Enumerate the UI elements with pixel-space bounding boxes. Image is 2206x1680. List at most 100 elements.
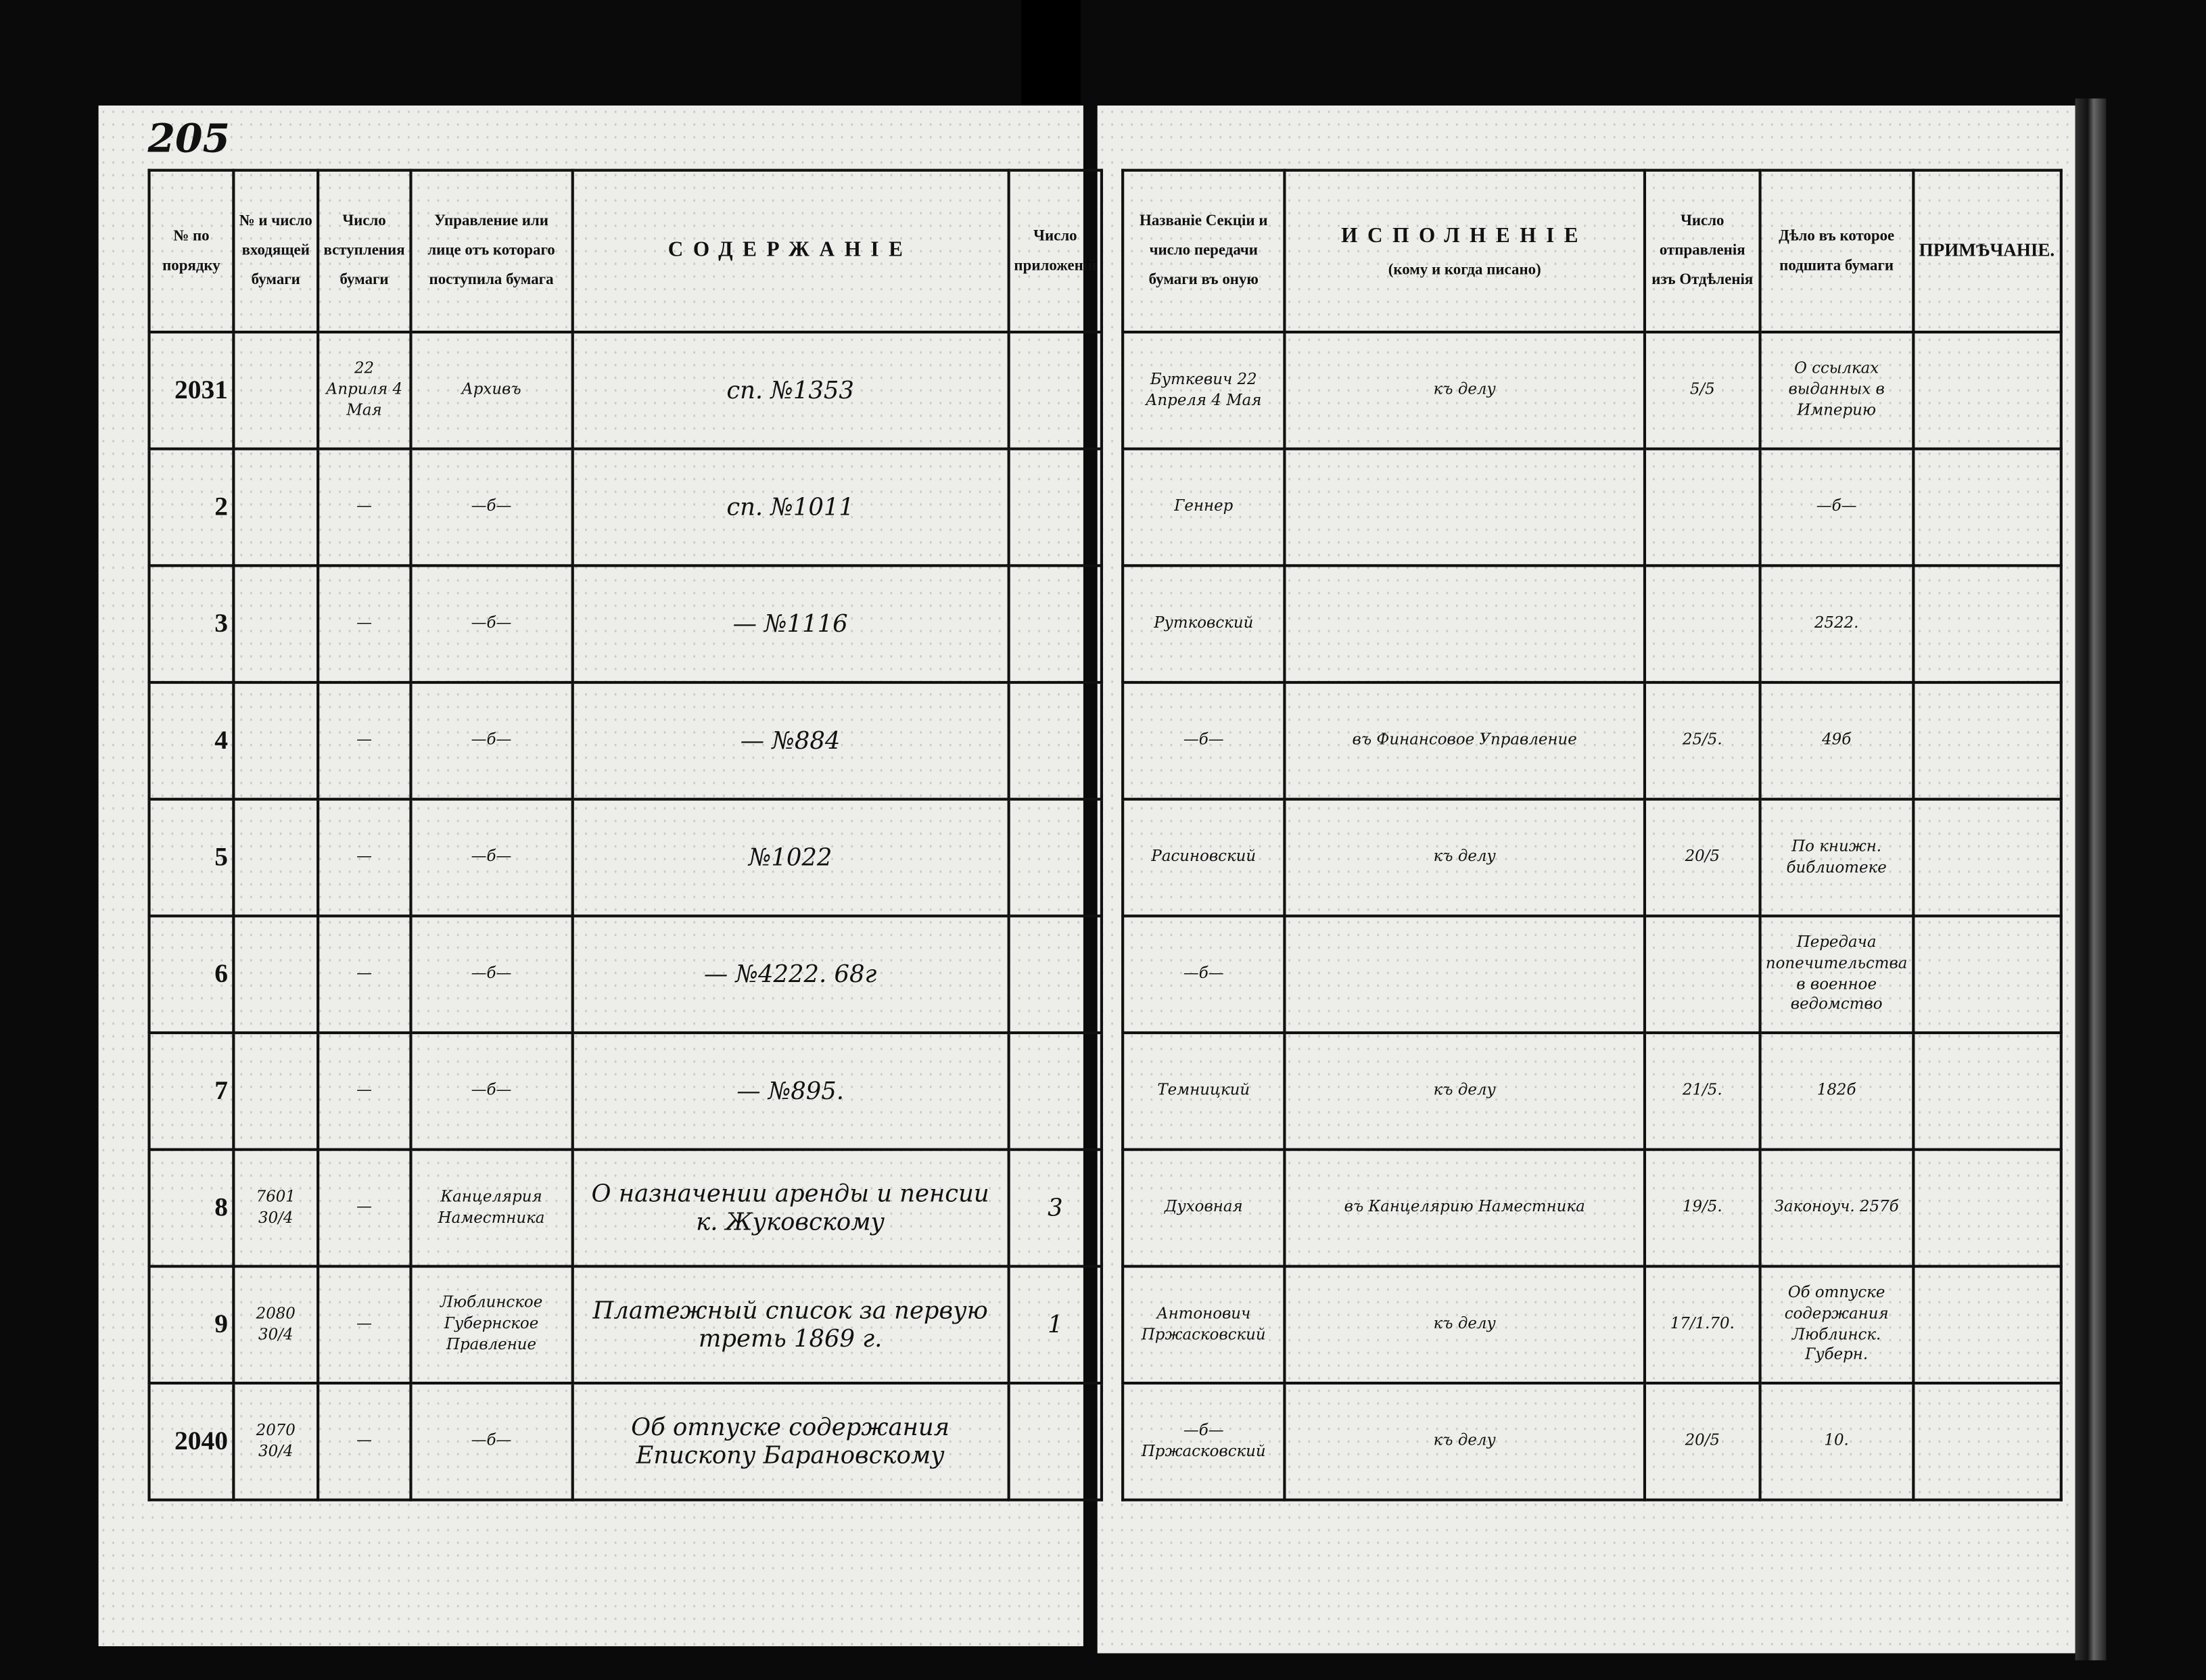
- cell-from: Люблинское Губернское Правление: [408, 1265, 574, 1385]
- table-row: 3 — —б— — №1116: [147, 564, 1104, 684]
- cell-sent: 21/5.: [1643, 1031, 1762, 1151]
- col-header: ПРИМѢЧАНІЕ.: [1911, 168, 2063, 334]
- table-row: —б— Пржасковский къ делу 20/5 10.: [1121, 1381, 2063, 1501]
- cell-sent: 17/1.70.: [1643, 1265, 1762, 1385]
- cell-date: —: [316, 447, 412, 567]
- cell-section: Рутковский: [1121, 564, 1286, 684]
- cell-incoming: 7601 30/4: [232, 1148, 320, 1268]
- cell-case: 10.: [1758, 1381, 1915, 1501]
- cell-section: Буткевич 22 Апреля 4 Мая: [1121, 330, 1286, 450]
- table-row: Темницкий къ делу 21/5. 182б: [1121, 1031, 2063, 1151]
- cell-from: —б—: [408, 797, 574, 918]
- col-header: Число отправленія изъ Отдѣленія: [1643, 168, 1762, 334]
- cell-date: —: [316, 1265, 412, 1385]
- right-register-table: Названіе Секціи и число передачи бумаги …: [1121, 168, 2063, 1501]
- cell-content: Об отпуске содержания Епископу Барановск…: [571, 1381, 1010, 1501]
- binding-strip: [1021, 0, 1081, 113]
- cell-note: [1911, 564, 2063, 684]
- cell-from: —б—: [408, 1031, 574, 1151]
- table-row: 2040 2070 30/4— —б— Об отпуске содержания Е…: [147, 1381, 1104, 1501]
- cell-incoming: [232, 564, 320, 684]
- cell-incoming: [232, 330, 320, 450]
- cell-att: [1007, 1031, 1104, 1151]
- col-header: СОДЕРЖАНІЕ: [571, 168, 1010, 334]
- cell-note: [1911, 1031, 2063, 1151]
- cell-exec: къ делу: [1283, 797, 1647, 918]
- cell-att: [1007, 797, 1104, 918]
- cell-content: Платежный список за первую треть 1869 г.: [571, 1265, 1010, 1385]
- cell-date: —: [316, 680, 412, 801]
- cell-no: 7: [147, 1031, 235, 1151]
- cell-no: 4: [147, 680, 235, 801]
- col-header: Число вступления бумаги: [316, 168, 412, 334]
- cell-att: [1007, 680, 1104, 801]
- cell-content: О назначении аренды и пенсии к. Жуковско…: [571, 1148, 1010, 1268]
- table-row: 6 — —б— — №4222. 68г: [147, 914, 1104, 1035]
- cell-from: —б—: [408, 564, 574, 684]
- cell-att: [1007, 447, 1104, 567]
- cell-case: —б—: [1758, 447, 1915, 567]
- cell-case: 182б: [1758, 1031, 1915, 1151]
- cell-att: [1007, 330, 1104, 450]
- cell-sent: 19/5.: [1643, 1148, 1762, 1268]
- col-header: Дѣло въ которое подшита бумаги: [1758, 168, 1915, 334]
- cell-content: — №895.: [571, 1031, 1010, 1151]
- cell-from: Архивъ: [408, 330, 574, 450]
- cell-section: Геннер: [1121, 447, 1286, 567]
- cell-no: 5: [147, 797, 235, 918]
- col-header-title: ИСПОЛНЕНІЕ: [1341, 225, 1589, 248]
- cell-no: 2: [147, 447, 235, 567]
- cell-sent: [1643, 914, 1762, 1035]
- table-row: 8 7601 30/4— Канцелярия Наместника О назнач…: [147, 1148, 1104, 1268]
- cell-section: Темницкий: [1121, 1031, 1286, 1151]
- cell-content: — №1116: [571, 564, 1010, 684]
- cell-case: 49б: [1758, 680, 1915, 801]
- cell-from: —б—: [408, 914, 574, 1035]
- cell-sent: 5/5: [1643, 330, 1762, 450]
- cell-case: По книжн. библиотеке: [1758, 797, 1915, 918]
- cell-exec: [1283, 564, 1647, 684]
- cell-from: —б—: [408, 680, 574, 801]
- cell-note: [1911, 797, 2063, 918]
- cell-date: —: [316, 1381, 412, 1501]
- cell-exec: въ Канцелярию Наместника: [1283, 1148, 1647, 1268]
- table-row: 2031 22 Априля 4 Мая Архивъ сп. №1353: [147, 330, 1104, 450]
- cell-exec: въ Финансовое Управление: [1283, 680, 1647, 801]
- cell-note: [1911, 1265, 2063, 1385]
- cell-content: сп. №1011: [571, 447, 1010, 567]
- cell-no: 2040: [147, 1381, 235, 1501]
- cell-att: [1007, 914, 1104, 1035]
- cell-note: [1911, 914, 2063, 1035]
- cell-exec: [1283, 914, 1647, 1035]
- cell-exec: къ делу: [1283, 1265, 1647, 1385]
- table-row: Расиновский къ делу 20/5 По книжн. библиоте…: [1121, 797, 2063, 918]
- table-row: Антонович Пржасковский къ делу 17/1.70. Об …: [1121, 1265, 2063, 1385]
- cell-date: —: [316, 797, 412, 918]
- table-row: 9 2080 30/4— Люблинское Губернское Правлен…: [147, 1265, 1104, 1385]
- cell-case: Об отпуске содержания Люблинск. Губерн.: [1758, 1265, 1915, 1385]
- cell-incoming: 2070 30/4: [232, 1381, 320, 1501]
- cell-from: —б—: [408, 447, 574, 567]
- col-header: Названіе Секціи и число передачи бумаги …: [1121, 168, 1286, 334]
- cell-sent: [1643, 564, 1762, 684]
- cell-content: сп. №1353: [571, 330, 1010, 450]
- col-header: Число приложеній: [1007, 168, 1104, 334]
- cell-case: О ссылках выданных в Империю: [1758, 330, 1915, 450]
- table-row: 7 — —б— — №895.: [147, 1031, 1104, 1151]
- cell-section: Антонович Пржасковский: [1121, 1265, 1286, 1385]
- cell-from: —б—: [408, 1381, 574, 1501]
- cell-sent: 25/5.: [1643, 680, 1762, 801]
- table-row: 5 — —б— №1022: [147, 797, 1104, 918]
- col-header: № по порядку: [147, 168, 235, 334]
- cell-note: [1911, 447, 2063, 567]
- table-row: Буткевич 22 Апреля 4 Мая къ делу 5/5 О ссыл…: [1121, 330, 2063, 450]
- table-row: 4 — —б— — №884: [147, 680, 1104, 801]
- cell-no: 9: [147, 1265, 235, 1385]
- cell-date: —: [316, 1148, 412, 1268]
- cell-from: Канцелярия Наместника: [408, 1148, 574, 1268]
- cell-content: — №4222. 68г: [571, 914, 1010, 1035]
- cell-section: Расиновский: [1121, 797, 1286, 918]
- cell-case: Законоуч. 257б: [1758, 1148, 1915, 1268]
- cell-section: —б—: [1121, 680, 1286, 801]
